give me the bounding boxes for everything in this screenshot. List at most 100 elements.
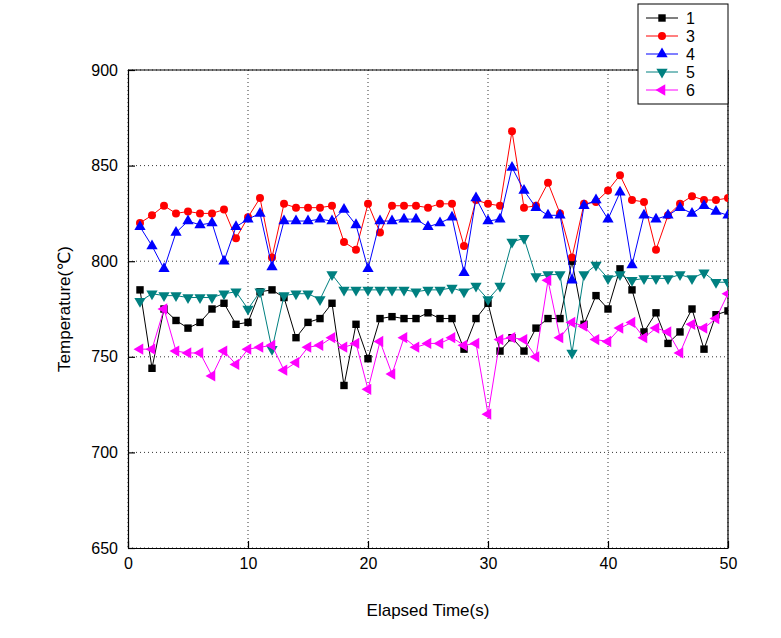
point bbox=[397, 332, 407, 343]
point bbox=[544, 315, 551, 322]
point bbox=[208, 305, 215, 312]
point bbox=[242, 306, 253, 316]
point bbox=[493, 334, 503, 345]
point bbox=[470, 283, 481, 293]
point bbox=[145, 344, 155, 355]
tick-label: 50 bbox=[720, 555, 738, 572]
point bbox=[194, 218, 205, 228]
point bbox=[409, 342, 419, 353]
legend: 13456 bbox=[638, 4, 728, 104]
point bbox=[157, 303, 167, 314]
axis-line bbox=[129, 548, 729, 549]
point bbox=[196, 209, 204, 217]
point bbox=[220, 206, 228, 214]
legend-label: 4 bbox=[686, 46, 695, 63]
point bbox=[436, 315, 443, 322]
point bbox=[326, 271, 337, 281]
point bbox=[434, 287, 445, 297]
point bbox=[673, 347, 683, 358]
point bbox=[170, 292, 181, 302]
legend-marker bbox=[658, 14, 665, 21]
point bbox=[400, 202, 408, 210]
point bbox=[217, 345, 227, 356]
point bbox=[338, 203, 349, 213]
point bbox=[446, 285, 457, 295]
point bbox=[422, 220, 433, 230]
series bbox=[136, 127, 728, 261]
grid-line bbox=[128, 165, 728, 166]
point bbox=[218, 290, 229, 300]
tick: 20 bbox=[360, 541, 378, 572]
point bbox=[230, 289, 241, 299]
point bbox=[578, 199, 589, 209]
legend-label: 3 bbox=[686, 28, 695, 45]
point bbox=[710, 205, 721, 215]
point bbox=[232, 321, 239, 328]
point bbox=[722, 279, 728, 289]
point bbox=[529, 351, 539, 362]
tick-label: 700 bbox=[91, 444, 118, 461]
legend-label: 1 bbox=[686, 10, 695, 27]
point bbox=[650, 213, 661, 223]
x-axis-title: Elapsed Time(s) bbox=[367, 601, 490, 620]
point bbox=[385, 368, 395, 379]
point bbox=[541, 275, 551, 286]
point bbox=[206, 216, 217, 226]
point bbox=[460, 242, 468, 250]
point bbox=[481, 409, 491, 420]
point bbox=[520, 347, 527, 354]
point bbox=[724, 194, 728, 202]
point bbox=[566, 274, 577, 284]
point bbox=[674, 201, 685, 211]
point bbox=[278, 292, 289, 302]
point bbox=[328, 300, 335, 307]
point bbox=[722, 209, 728, 219]
point bbox=[229, 359, 239, 370]
point bbox=[434, 216, 445, 226]
point bbox=[277, 365, 287, 376]
point bbox=[542, 209, 553, 219]
point bbox=[388, 313, 395, 320]
point bbox=[253, 342, 263, 353]
point bbox=[553, 332, 563, 343]
legend-marker bbox=[658, 32, 666, 40]
point bbox=[709, 313, 719, 324]
grid-line bbox=[488, 70, 489, 548]
point bbox=[350, 218, 361, 228]
point bbox=[520, 204, 528, 212]
point bbox=[230, 220, 241, 230]
point bbox=[301, 342, 311, 353]
tick-mark bbox=[128, 261, 135, 262]
point bbox=[388, 202, 396, 210]
point bbox=[352, 321, 359, 328]
point bbox=[664, 340, 671, 347]
point bbox=[349, 338, 359, 349]
point bbox=[172, 209, 180, 217]
point bbox=[400, 315, 407, 322]
point bbox=[604, 186, 612, 194]
point bbox=[304, 319, 311, 326]
point bbox=[577, 321, 587, 332]
series bbox=[133, 275, 728, 420]
point bbox=[184, 324, 191, 331]
point bbox=[302, 290, 313, 300]
point bbox=[289, 357, 299, 368]
point bbox=[325, 332, 335, 343]
point bbox=[184, 207, 192, 215]
point bbox=[686, 207, 697, 217]
point bbox=[170, 226, 181, 236]
tick: 750 bbox=[91, 348, 135, 365]
point bbox=[206, 294, 217, 304]
point bbox=[674, 271, 685, 281]
point bbox=[518, 235, 529, 245]
point bbox=[172, 317, 179, 324]
point bbox=[280, 200, 288, 208]
point bbox=[340, 382, 347, 389]
point bbox=[290, 290, 301, 300]
point bbox=[470, 192, 481, 202]
point bbox=[628, 286, 635, 293]
point bbox=[482, 296, 493, 306]
tick-mark bbox=[128, 357, 135, 358]
point bbox=[505, 332, 515, 343]
tick-mark bbox=[128, 452, 135, 453]
